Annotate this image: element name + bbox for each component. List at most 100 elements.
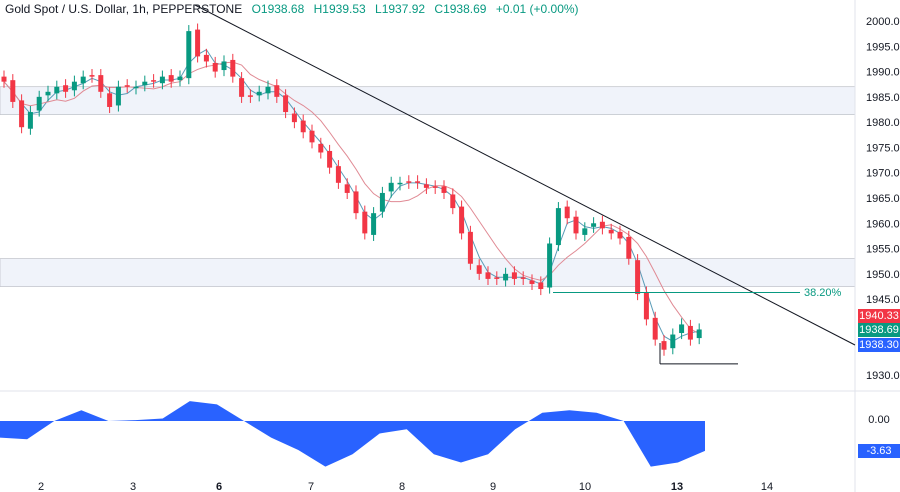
candle-body <box>511 272 517 279</box>
candle-body <box>679 324 685 334</box>
candle-body <box>115 86 121 106</box>
candle-body <box>203 54 209 62</box>
candle-body <box>177 76 183 81</box>
osc-value-label: -3.63 <box>858 444 900 458</box>
candle-body <box>230 59 236 77</box>
candle-body <box>239 78 245 97</box>
candle-body <box>327 150 333 168</box>
candle-body <box>582 228 588 235</box>
ma-slow-price-label: 1940.33 <box>858 309 900 323</box>
y-tick-label: 1985.00 <box>866 92 900 104</box>
candle-body <box>89 75 95 77</box>
candle-body <box>71 81 77 91</box>
candle-body <box>591 223 597 227</box>
candle-body <box>371 213 377 235</box>
candle-body <box>221 61 227 71</box>
candle-body <box>529 280 535 284</box>
candle-body <box>309 130 315 143</box>
ma-fast-price-label: 1938.30 <box>858 338 900 352</box>
last-price-label: 1938.69 <box>858 323 900 337</box>
x-tick-label: 13 <box>671 481 683 492</box>
candle-body <box>696 329 702 339</box>
candle-body <box>573 216 579 234</box>
candle-body <box>36 96 42 111</box>
candle-body <box>423 184 429 188</box>
candle-body <box>635 260 641 295</box>
x-tick-label: 9 <box>490 481 496 492</box>
y-tick-label: 2000.00 <box>866 16 900 28</box>
candle-body <box>397 182 403 185</box>
x-tick-label: 3 <box>130 481 136 492</box>
candle-body <box>274 85 280 97</box>
candle-body <box>564 206 570 219</box>
y-tick-label: 1950.00 <box>866 269 900 281</box>
candle-body <box>133 86 139 89</box>
candle-body <box>476 265 482 274</box>
y-tick-label: 1995.00 <box>866 41 900 53</box>
candle-body <box>124 85 130 87</box>
candle-body <box>256 91 262 96</box>
candle-body <box>265 86 271 94</box>
candle-body <box>80 76 86 84</box>
candle-body <box>142 81 148 86</box>
candle-body <box>159 76 165 84</box>
osc-zero-label: 0.00 <box>868 414 890 426</box>
y-tick-label: 1955.00 <box>866 244 900 256</box>
chart-header: Gold Spot / U.S. Dollar, 1h, PEPPERSTONE… <box>5 2 579 16</box>
candle-body <box>441 186 447 193</box>
y-tick-label: 1970.00 <box>866 168 900 180</box>
y-tick-label: 1980.00 <box>866 117 900 129</box>
candle-body <box>186 31 192 79</box>
x-tick-label: 8 <box>399 481 405 492</box>
y-tick-label: 1960.00 <box>866 218 900 230</box>
y-tick-label: 1975.00 <box>866 142 900 154</box>
candle-body <box>10 80 16 102</box>
trendline <box>194 4 856 346</box>
candle-body <box>661 341 667 350</box>
candle-body <box>54 86 60 94</box>
candle-body <box>626 236 632 259</box>
candle-body <box>520 277 526 279</box>
candle-body <box>652 317 658 340</box>
candle-body <box>494 277 500 279</box>
candle-body <box>19 100 25 128</box>
candle-body <box>291 113 297 123</box>
candle-body <box>107 93 113 107</box>
candle-body <box>450 194 456 209</box>
x-tick-label: 6 <box>216 481 222 492</box>
candle-body <box>318 143 324 153</box>
candle-body <box>687 325 693 340</box>
candle-body <box>45 91 51 96</box>
y-tick-label: 1930.00 <box>866 370 900 382</box>
candle-body <box>98 75 104 92</box>
candle-body <box>335 166 341 183</box>
candle-body <box>643 292 649 320</box>
x-tick-label: 10 <box>579 481 591 492</box>
candle-body <box>485 272 491 279</box>
candle-body <box>195 29 201 57</box>
open-value: O1938.68 <box>251 2 305 16</box>
candle-body <box>406 181 412 183</box>
candle-body <box>617 231 623 239</box>
candle-body <box>300 120 306 133</box>
candle-body <box>283 95 289 113</box>
close-value: C1938.69 <box>434 2 487 16</box>
candle-body <box>388 182 394 192</box>
candle-body <box>1 76 7 82</box>
candle-body <box>151 80 157 82</box>
candle-body <box>27 112 33 129</box>
x-tick-label: 7 <box>308 481 314 492</box>
candle-body <box>670 334 676 349</box>
candle-body <box>362 211 368 234</box>
candle-body <box>467 231 473 264</box>
candle-body <box>538 282 544 290</box>
high-value: H1939.53 <box>313 2 366 16</box>
y-tick-label: 1945.00 <box>866 294 900 306</box>
candle-body <box>547 243 553 288</box>
candle-body <box>555 208 561 246</box>
resistance-zone-1 <box>0 258 856 287</box>
x-tick-label: 2 <box>38 481 44 492</box>
candle-body <box>503 273 509 281</box>
candle-body <box>212 62 218 72</box>
